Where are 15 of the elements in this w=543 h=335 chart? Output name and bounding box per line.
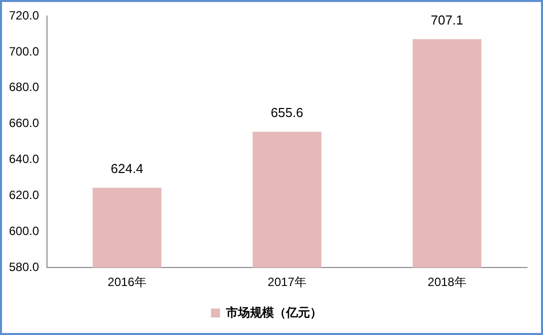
data-label: 624.4 [110, 160, 144, 176]
y-tick-label: 600.0 [9, 224, 40, 238]
x-tick-label: 2016年 [108, 275, 146, 290]
y-tick-label: 680.0 [9, 80, 40, 94]
data-label: 707.1 [430, 12, 464, 28]
y-tick-label: 660.0 [9, 116, 40, 130]
y-tick-label: 720.0 [9, 8, 40, 22]
y-tick-label: 620.0 [9, 188, 40, 202]
legend-label: 市场规模（亿元） [225, 305, 322, 320]
data-label: 655.6 [270, 104, 304, 120]
y-tick-label: 640.0 [9, 152, 40, 166]
x-tick-label: 2017年 [268, 275, 306, 290]
y-tick-label: 700.0 [9, 44, 40, 58]
x-tick-label: 2018年 [428, 275, 466, 290]
y-tick-label: 580.0 [9, 260, 40, 274]
